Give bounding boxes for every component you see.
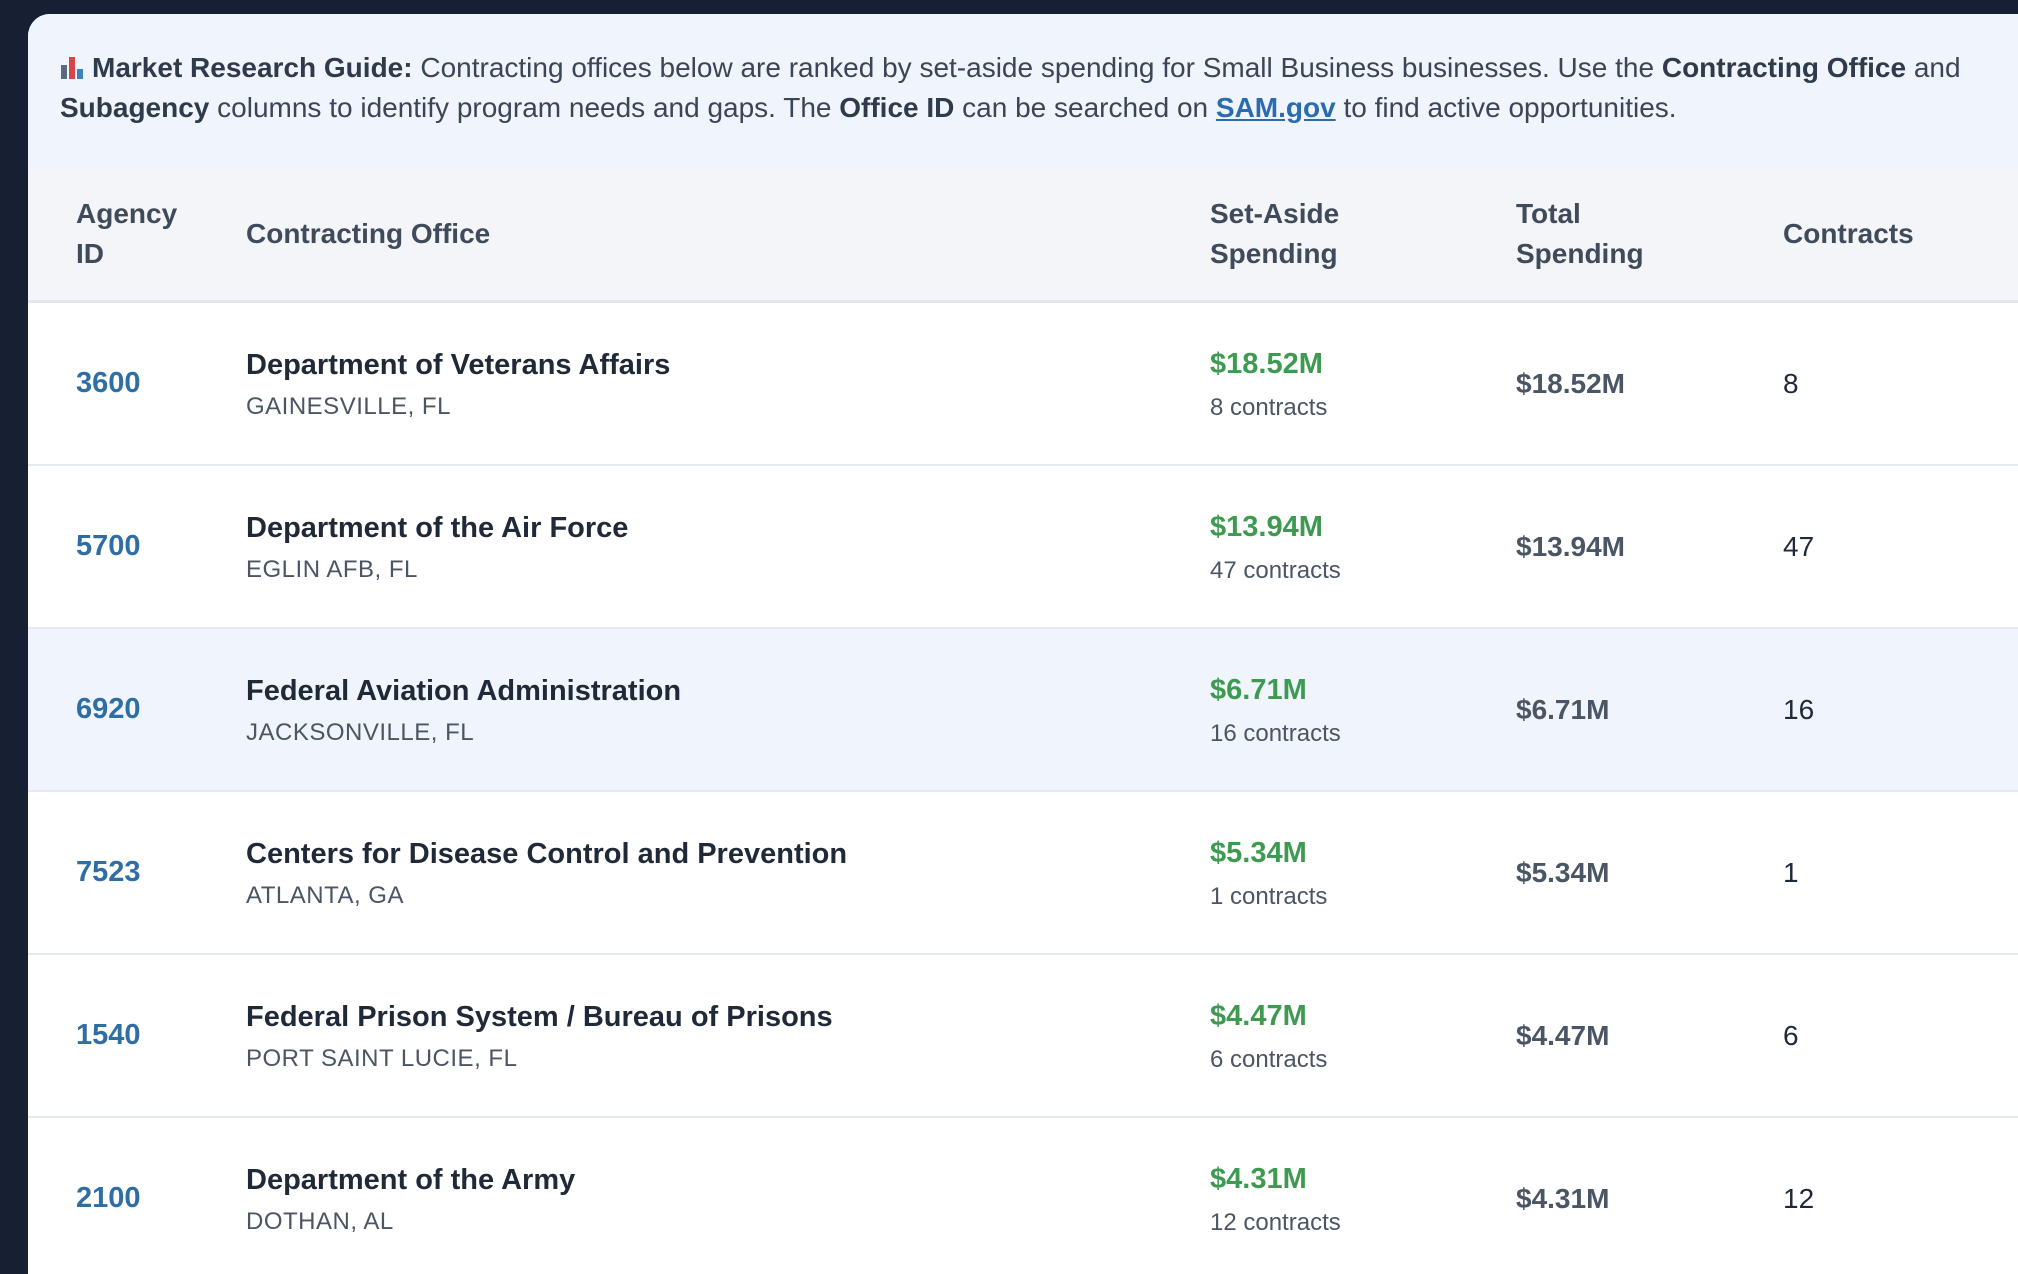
office-location: PORT SAINT LUCIE, FL <box>246 1044 518 1072</box>
table-row[interactable]: 3600 Department of Veterans Affairs GAINE… <box>28 301 2018 466</box>
contracts-count: 12 <box>1783 1182 1815 1214</box>
bar-chart-icon <box>60 55 84 79</box>
office-location: DOTHAN, AL <box>246 1207 394 1235</box>
setaside-contract-count: 12 contracts <box>1210 1208 1341 1236</box>
total-spending: $4.47M <box>1516 1019 1610 1051</box>
agency-id-link[interactable]: 2100 <box>76 1182 141 1214</box>
agency-id-link[interactable]: 6920 <box>76 693 141 725</box>
setaside-contract-count: 47 contracts <box>1210 556 1341 584</box>
header-agency-id[interactable]: Agency ID <box>28 168 246 303</box>
setaside-amount: $6.71M <box>1210 673 1307 706</box>
office-name: Federal Prison System / Bureau of Prison… <box>246 1000 833 1033</box>
guide-text: to find active opportunities. <box>1335 92 1677 123</box>
contracts-count: 1 <box>1783 856 1799 888</box>
office-location: EGLIN AFB, FL <box>246 555 418 583</box>
contracts-count: 8 <box>1783 367 1799 399</box>
results-panel: Market Research Guide: Contracting offic… <box>28 14 2018 1274</box>
total-spending: $18.52M <box>1516 367 1625 399</box>
contracting-offices-table: Agency ID Contracting Office Set-Aside S… <box>28 168 2018 1274</box>
guide-text: Contracting offices below are ranked by … <box>412 52 1662 83</box>
agency-id-link[interactable]: 5700 <box>76 530 141 562</box>
total-spending: $13.94M <box>1516 530 1625 562</box>
table-row[interactable]: 2100 Department of the Army DOTHAN, AL $4… <box>28 1117 2018 1274</box>
setaside-contract-count: 1 contracts <box>1210 882 1328 910</box>
guide-bold-subagency: Subagency <box>60 92 210 123</box>
header-contracts[interactable]: Contracts <box>1783 168 2018 303</box>
setaside-amount: $4.31M <box>1210 1162 1307 1195</box>
contracts-count: 16 <box>1783 693 1815 725</box>
table-row[interactable]: 1540 Federal Prison System / Bureau of P… <box>28 954 2018 1118</box>
office-name: Centers for Disease Control and Preventi… <box>246 837 848 870</box>
table-row[interactable]: 7523 Centers for Disease Control and Pre… <box>28 791 2018 955</box>
total-spending: $4.31M <box>1516 1182 1610 1214</box>
sam-gov-link[interactable]: SAM.gov <box>1215 92 1336 123</box>
table-row[interactable]: 5700 Department of the Air Force EGLIN AF… <box>28 465 2018 629</box>
office-location: JACKSONVILLE, FL <box>246 718 475 746</box>
agency-id-link[interactable]: 7523 <box>76 856 141 888</box>
setaside-contract-count: 8 contracts <box>1210 393 1328 421</box>
header-contracting-office[interactable]: Contracting Office <box>246 168 1210 303</box>
setaside-amount: $13.94M <box>1210 510 1323 543</box>
guide-text: and <box>1906 52 1961 83</box>
office-location: ATLANTA, GA <box>246 881 404 909</box>
contracts-count: 47 <box>1783 530 1815 562</box>
header-total-spending[interactable]: Total Spending <box>1516 168 1783 303</box>
agency-id-link[interactable]: 3600 <box>76 367 141 399</box>
setaside-amount: $5.34M <box>1210 836 1307 869</box>
guide-text: columns to identify program needs and ga… <box>209 92 840 123</box>
table-row-hovered[interactable]: 6920 Federal Aviation Administration JACK… <box>28 628 2018 792</box>
header-setaside-spending[interactable]: Set-Aside Spending <box>1210 168 1516 303</box>
office-name: Department of the Army <box>246 1163 576 1196</box>
total-spending: $5.34M <box>1516 856 1610 888</box>
office-location: GAINESVILLE, FL <box>246 392 451 420</box>
guide-bold-office-id: Office ID <box>839 92 955 123</box>
setaside-amount: $4.47M <box>1210 999 1307 1032</box>
office-name: Federal Aviation Administration <box>246 674 682 707</box>
setaside-contract-count: 16 contracts <box>1210 719 1341 747</box>
guide-bold-contracting-office: Contracting Office <box>1661 52 1907 83</box>
market-research-guide: Market Research Guide: Contracting offic… <box>28 14 2018 168</box>
guide-title: Market Research Guide: <box>92 52 413 83</box>
office-name: Department of the Air Force <box>246 511 629 544</box>
setaside-amount: $18.52M <box>1210 347 1323 380</box>
agency-id-link[interactable]: 1540 <box>76 1019 141 1051</box>
office-name: Department of Veterans Affairs <box>246 348 671 381</box>
total-spending: $6.71M <box>1516 693 1610 725</box>
contracts-count: 6 <box>1783 1019 1799 1051</box>
setaside-contract-count: 6 contracts <box>1210 1045 1328 1073</box>
table-header-row: Agency ID Contracting Office Set-Aside S… <box>28 168 2018 303</box>
guide-text: can be searched on <box>954 92 1216 123</box>
